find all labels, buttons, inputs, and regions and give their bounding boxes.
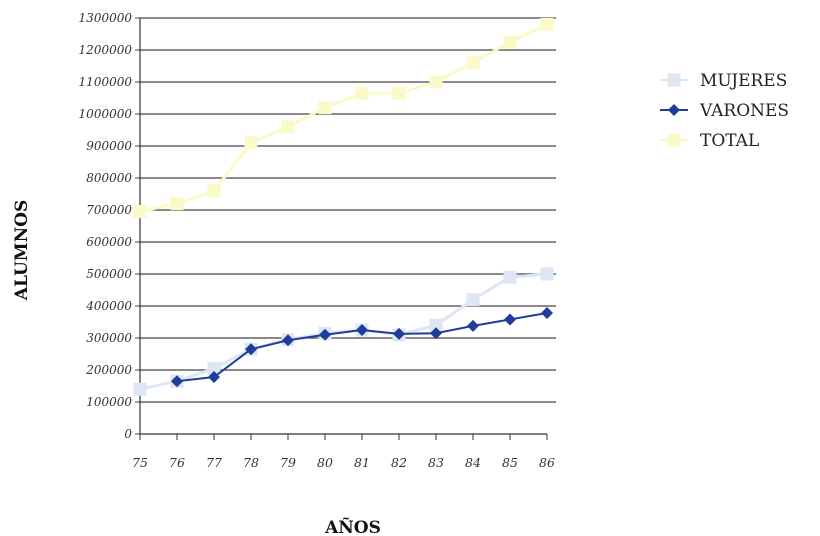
data-point-mujeres	[503, 270, 517, 284]
data-point-total	[540, 17, 554, 31]
y-tick-label: 700000	[86, 203, 132, 217]
x-axis-title: AÑOS	[324, 516, 381, 536]
data-point-total	[244, 136, 258, 150]
legend-label: MUJERES	[700, 71, 787, 91]
grid-lines	[140, 17, 556, 403]
data-point-total	[392, 86, 406, 100]
x-tick-label: 78	[243, 455, 259, 470]
data-point-varones	[319, 328, 331, 341]
legend-item-total: TOTAL	[660, 131, 759, 151]
x-tick-label: 75	[132, 455, 148, 470]
data-point-total	[503, 35, 517, 49]
data-point-varones	[430, 327, 442, 340]
y-tick-label: 800000	[86, 171, 132, 185]
y-axis-title: ALUMNOS	[12, 200, 32, 301]
series-varones	[171, 307, 553, 388]
y-tick-label: 500000	[86, 267, 132, 281]
y-tick-label: 100000	[86, 395, 132, 409]
series-line-varones	[176, 312, 548, 383]
legend-label: TOTAL	[700, 131, 759, 151]
data-point-mujeres	[429, 318, 443, 332]
data-point-varones	[541, 307, 553, 320]
series-total	[133, 17, 554, 219]
y-tick-label: 0	[124, 427, 132, 441]
series-line-total	[139, 23, 548, 214]
x-tick-label: 76	[169, 455, 185, 470]
y-tick-label: 1000000	[79, 107, 133, 121]
data-point-mujeres	[540, 267, 554, 281]
y-tick-label: 200000	[85, 363, 132, 377]
legend-marker	[667, 73, 681, 87]
data-point-varones	[393, 327, 405, 340]
x-tick-label: 85	[502, 455, 518, 470]
y-tick-label: 1200000	[79, 43, 133, 57]
data-point-varones	[208, 371, 220, 384]
y-tick-label: 900000	[86, 139, 132, 153]
y-tick-labels: 0 100000 200000 300000 400000 500000 600000 700…	[79, 11, 133, 441]
y-tick-label: 300000	[86, 331, 132, 345]
x-tick-label: 79	[280, 455, 296, 470]
y-tick-label: 1100000	[79, 75, 133, 89]
data-point-total	[207, 184, 221, 198]
legend-marker	[667, 133, 681, 147]
series	[133, 17, 554, 396]
legend-label: VARONES	[699, 101, 789, 121]
x-tick-label: 82	[391, 455, 407, 470]
x-tick-label: 81	[354, 455, 370, 470]
x-tick-label: 86	[539, 455, 555, 470]
data-point-mujeres	[207, 361, 221, 375]
legend: MUJERES VARONES TOTAL	[660, 71, 789, 151]
legend-item-mujeres: MUJERES	[660, 71, 787, 91]
x-tick-labels: 75 76 77 78 79 80 81 82 83 84 85 86	[132, 455, 555, 470]
legend-marker	[668, 104, 680, 116]
y-tick-label: 1300000	[79, 11, 133, 25]
y-tick-label: 600000	[86, 235, 132, 249]
data-point-mujeres	[466, 293, 480, 307]
data-point-total	[429, 75, 443, 89]
x-tick-label: 83	[428, 455, 444, 470]
data-point-varones	[504, 313, 516, 326]
data-point-total	[318, 101, 332, 115]
data-point-total	[281, 120, 295, 134]
data-point-varones	[171, 375, 183, 388]
x-tick-label: 84	[465, 455, 481, 470]
data-point-varones	[356, 324, 368, 336]
axes	[135, 17, 548, 440]
data-point-varones	[282, 334, 294, 347]
x-tick-label: 80	[317, 455, 333, 470]
legend-item-varones: VARONES	[660, 101, 789, 121]
x-tick-label: 77	[206, 455, 222, 470]
data-point-varones	[245, 343, 257, 356]
data-point-total	[170, 197, 184, 211]
data-point-total	[355, 86, 369, 100]
data-point-varones	[467, 319, 479, 332]
data-point-mujeres	[133, 382, 147, 396]
y-tick-label: 400000	[85, 299, 132, 313]
data-point-total	[466, 56, 480, 70]
data-point-total	[133, 205, 147, 219]
